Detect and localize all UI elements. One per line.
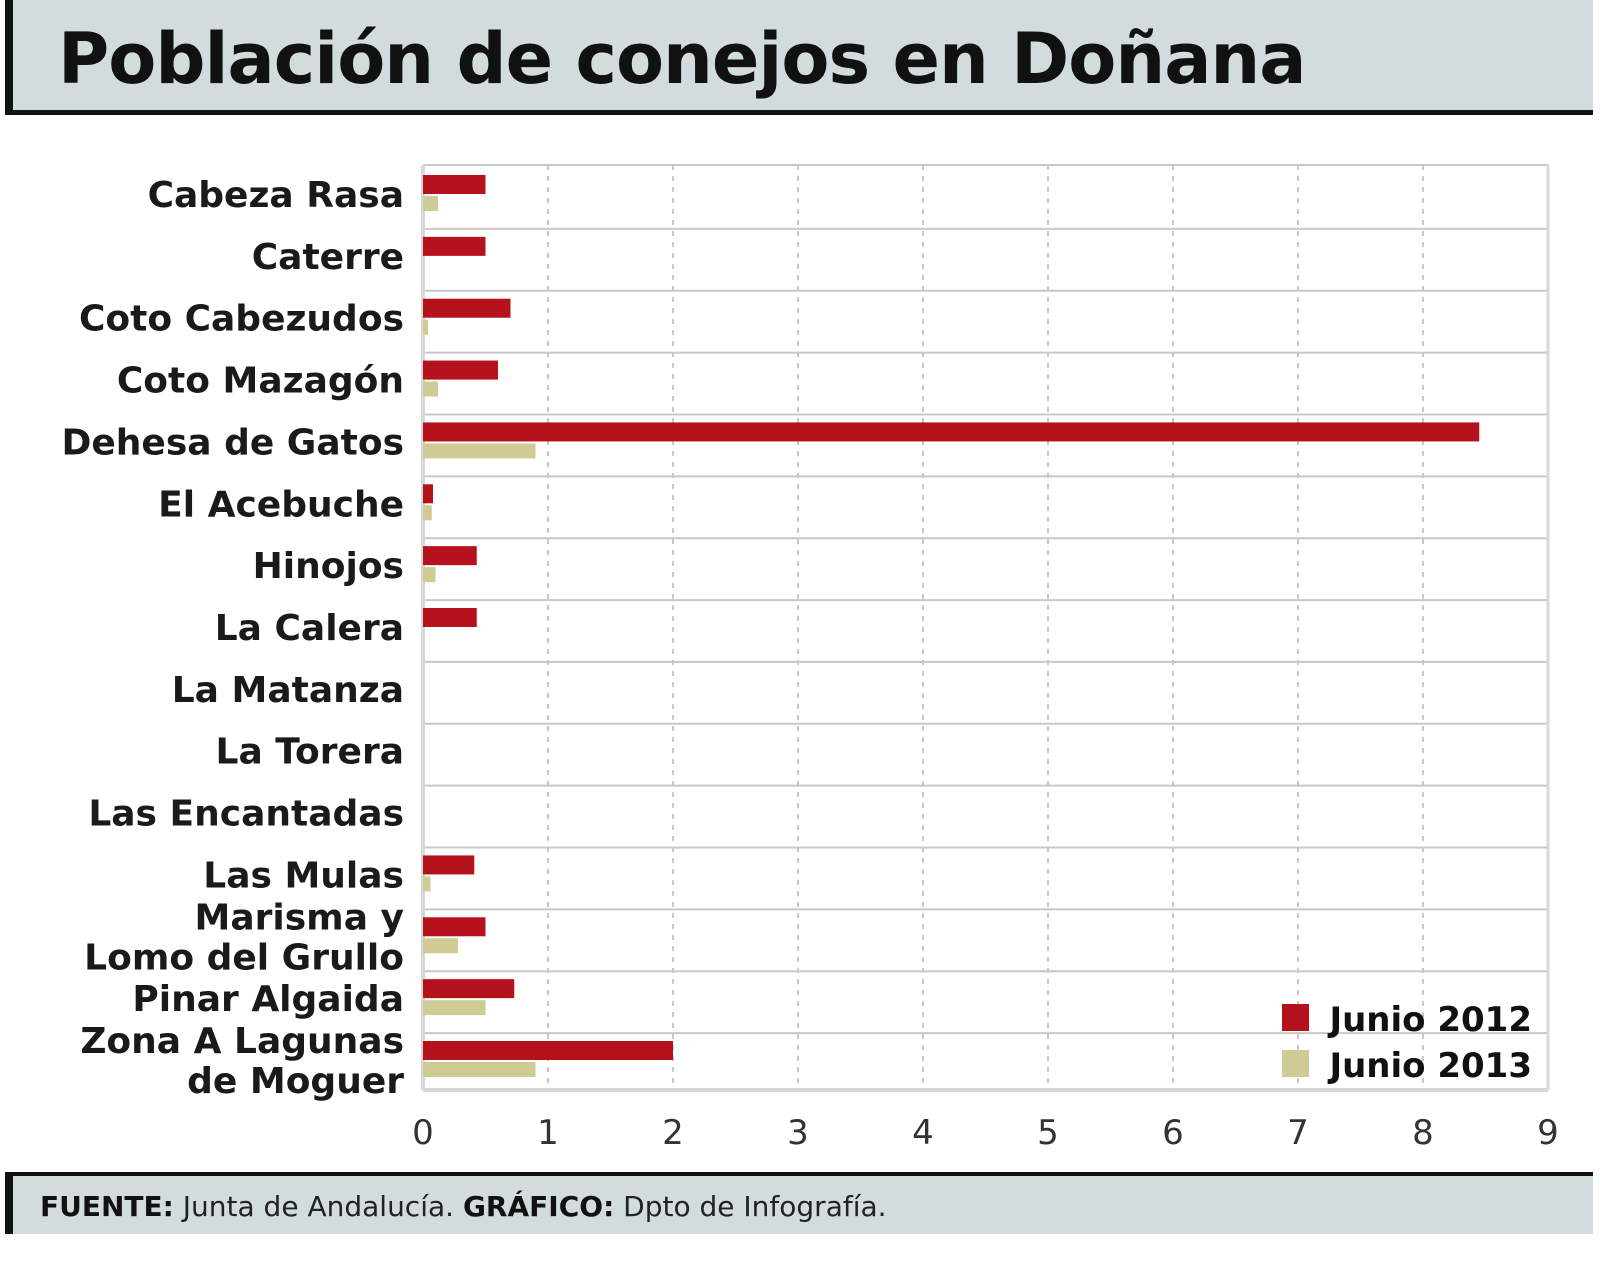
bar-junio-2012: [423, 608, 477, 627]
x-tick-label: 0: [412, 1113, 434, 1153]
category-label-line: Caterre: [252, 237, 404, 278]
bar-junio-2013: [423, 196, 438, 211]
x-tick-label: 7: [1287, 1113, 1309, 1153]
source-grafico-value: Dpto de Infografía.: [623, 1190, 887, 1223]
category-label-line: Dehesa de Gatos: [61, 422, 404, 463]
bar-junio-2013: [423, 567, 436, 583]
bar-junio-2013: [423, 938, 458, 954]
category-label: Pinar Algaida: [132, 979, 404, 1020]
plot-area: [423, 165, 1548, 1090]
x-tick-label: 3: [787, 1113, 809, 1153]
bar-junio-2012: [423, 546, 477, 566]
category-label-line: Cabeza Rasa: [148, 175, 404, 216]
category-label: Zona A Lagunas de Moguer: [80, 1021, 404, 1102]
bar-junio-2012: [423, 979, 515, 999]
category-label: La Matanza: [172, 670, 404, 711]
bar-junio-2013: [423, 505, 432, 521]
source-grafico-label: GRÁFICO:: [462, 1190, 615, 1223]
category-label: Caterre: [252, 237, 404, 278]
category-label-line: La Torera: [216, 732, 405, 773]
source-line: FUENTE: Junta de Andalucía. GRÁFICO: Dpt…: [40, 1190, 887, 1223]
category-label: Las Mulas: [203, 855, 404, 896]
bar-junio-2012: [423, 236, 486, 256]
bar-junio-2013: [423, 319, 428, 335]
category-label-line: Coto Mazagón: [117, 361, 404, 402]
legend-label: Junio 2012: [1327, 1000, 1532, 1040]
category-label: Marisma y Lomo del Grullo: [84, 897, 404, 978]
category-label-line: Lomo del Grullo: [84, 937, 404, 978]
category-label: La Calera: [215, 608, 404, 649]
x-tick-label: 8: [1412, 1113, 1434, 1153]
category-label-line: Las Mulas: [203, 855, 404, 896]
bar-junio-2012: [423, 360, 498, 380]
category-label-line: Hinojos: [253, 546, 404, 587]
category-label: Cabeza Rasa: [148, 175, 404, 216]
bar-junio-2013: [423, 876, 431, 892]
bar-junio-2013: [423, 1000, 486, 1016]
chart-title: Población de conejos en Doñana: [58, 18, 1306, 100]
category-label-line: Pinar Algaida: [132, 979, 404, 1020]
bar-junio-2013: [423, 381, 438, 397]
category-label: Dehesa de Gatos: [61, 422, 404, 463]
category-label: La Torera: [216, 732, 405, 773]
category-label-line: Coto Cabezudos: [79, 299, 404, 340]
bar-junio-2013: [423, 443, 536, 459]
legend-label: Junio 2013: [1327, 1046, 1532, 1086]
category-label-line: de Moguer: [187, 1061, 404, 1102]
source-fuente-label: FUENTE:: [40, 1190, 174, 1223]
legend-swatch: [1282, 1050, 1309, 1077]
category-label: Coto Cabezudos: [79, 299, 404, 340]
title-band: Población de conejos en Doñana: [5, 0, 1593, 115]
bar-chart: Cabeza Rasa Caterre Coto Cabezudos Coto Maz…: [61, 164, 1559, 1153]
x-tick-label: 4: [912, 1113, 934, 1153]
category-label: Las Encantadas: [88, 794, 404, 835]
bar-junio-2012: [423, 422, 1480, 442]
legend-swatch: [1282, 1004, 1309, 1031]
x-tick-label: 5: [1037, 1113, 1059, 1153]
category-label-line: Marisma y: [195, 897, 404, 938]
bar-junio-2012: [423, 1041, 673, 1060]
x-tick-label: 9: [1537, 1113, 1559, 1153]
bar-junio-2012: [423, 917, 486, 937]
bar-junio-2012: [423, 175, 486, 194]
source-fuente-value: Junta de Andalucía.: [182, 1190, 455, 1223]
x-tick-label: 6: [1162, 1113, 1184, 1153]
x-tick-label: 1: [537, 1113, 559, 1153]
category-label-line: El Acebuche: [158, 484, 404, 525]
category-label-line: La Calera: [215, 608, 404, 649]
category-label-line: Las Encantadas: [88, 794, 404, 835]
x-tick-label: 2: [662, 1113, 684, 1153]
bar-junio-2012: [423, 855, 475, 875]
category-label: Hinojos: [253, 546, 404, 587]
source-band: FUENTE: Junta de Andalucía. GRÁFICO: Dpt…: [5, 1172, 1593, 1234]
bar-junio-2012: [423, 298, 511, 318]
category-label: Coto Mazagón: [117, 361, 404, 402]
category-label: El Acebuche: [158, 484, 404, 525]
category-label-line: Zona A Lagunas: [80, 1021, 404, 1062]
bar-junio-2012: [423, 484, 433, 504]
bar-junio-2013: [423, 1062, 536, 1077]
category-label-line: La Matanza: [172, 670, 404, 711]
